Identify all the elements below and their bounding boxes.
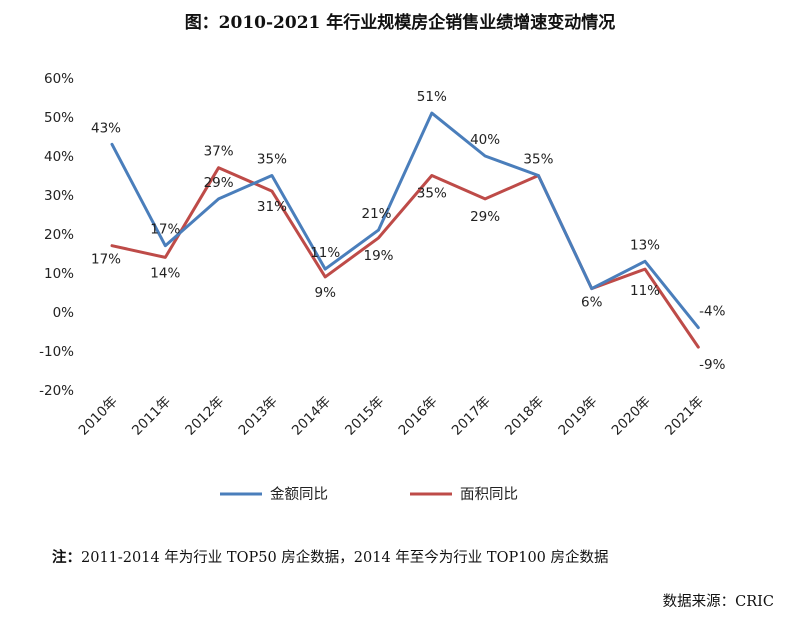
data-label: 11% <box>310 245 340 261</box>
x-tick-label: 2012年 <box>182 394 227 439</box>
legend-label: 面积同比 <box>460 486 518 503</box>
x-tick-label: 2015年 <box>342 394 387 439</box>
y-axis: -20% -10% 0% 10% 20% 30% 40% 50% 60% <box>39 71 74 399</box>
x-tick-label: 2013年 <box>236 394 281 439</box>
data-label: 6% <box>581 295 603 311</box>
legend-item-amount: 金额同比 <box>220 486 328 503</box>
data-label: 35% <box>523 152 553 168</box>
data-source: 数据来源：CRIC <box>662 594 774 610</box>
data-label: 19% <box>363 248 393 264</box>
x-tick-label: 2014年 <box>289 394 334 439</box>
line-chart: -20%-10%0%10%20%30%40%50%60% 2010年 2011年 2… <box>39 71 726 503</box>
x-tick-label: 2019年 <box>555 394 600 439</box>
y-tick-label: 60% <box>44 71 74 87</box>
data-label: 29% <box>470 209 500 225</box>
x-tick-label: 2010年 <box>76 394 121 439</box>
data-label: 11% <box>630 283 660 299</box>
x-tick-label: 2021年 <box>662 394 707 439</box>
data-label: 35% <box>257 152 287 168</box>
x-tick-label: 2011年 <box>129 394 174 439</box>
legend-item-area: 面积同比 <box>410 486 518 503</box>
data-label: 51% <box>417 89 447 105</box>
data-label: 31% <box>257 199 287 215</box>
y-tick-label: -10% <box>39 344 74 360</box>
y-tick-label: -20% <box>39 383 74 399</box>
footnote-prefix: 注： <box>52 550 81 566</box>
y-tick-label: 50% <box>44 110 74 126</box>
data-label: 14% <box>150 265 180 281</box>
data-label: -9% <box>699 357 725 373</box>
legend: 金额同比 面积同比 <box>220 486 518 503</box>
y-tick-label: 0% <box>53 305 75 321</box>
series-line-amount <box>110 111 700 330</box>
footnote: 注：2011-2014 年为行业 TOP50 房企数据，2014 年至今为行业 … <box>52 546 609 567</box>
series-lines <box>110 111 700 349</box>
y-tick-label: 30% <box>44 188 74 204</box>
series-line-area <box>110 166 700 349</box>
data-label: 35% <box>417 186 447 202</box>
x-tick-label: 2017年 <box>449 394 494 439</box>
data-labels: 43% 17% 29% 35% 11% 21% 51% 40% 35% 6% 13% -4% 17% 14… <box>91 89 726 373</box>
data-label: 17% <box>91 252 121 268</box>
data-label: 43% <box>91 120 121 136</box>
chart-title: 图：2010-2021 年行业规模房企销售业绩增速变动情况 <box>184 13 616 33</box>
x-tick-label: 2016年 <box>395 394 440 439</box>
x-tick-label: 2018年 <box>502 394 547 439</box>
data-label: -4% <box>699 304 725 320</box>
data-label: 9% <box>314 285 336 301</box>
data-label: 40% <box>470 132 500 148</box>
data-label: 13% <box>630 237 660 253</box>
data-label: 37% <box>204 144 234 160</box>
y-tick-label: 10% <box>44 266 74 282</box>
x-tick-label: 2020年 <box>609 394 654 439</box>
legend-label: 金额同比 <box>270 486 328 503</box>
data-label: 29% <box>204 175 234 191</box>
footnote-text: 2011-2014 年为行业 TOP50 房企数据，2014 年至今为行业 TO… <box>81 550 609 566</box>
x-axis: 2010年 2011年 2012年 2013年 2014年 2015年 2016年 2017年… <box>76 394 707 439</box>
data-label: 21% <box>361 206 391 222</box>
y-tick-label: 40% <box>44 149 74 165</box>
y-tick-label: 20% <box>44 227 74 243</box>
data-label: 17% <box>150 222 180 238</box>
